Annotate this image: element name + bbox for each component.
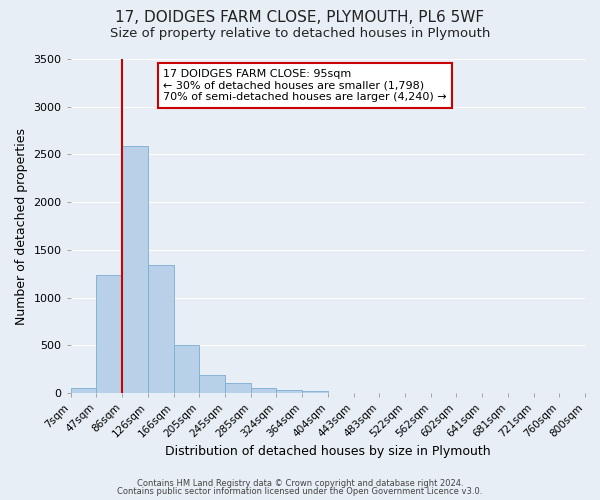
- Text: 17, DOIDGES FARM CLOSE, PLYMOUTH, PL6 5WF: 17, DOIDGES FARM CLOSE, PLYMOUTH, PL6 5W…: [115, 10, 485, 25]
- Bar: [97, 274, 122, 393]
- Y-axis label: Number of detached properties: Number of detached properties: [15, 128, 28, 324]
- Bar: [122, 146, 148, 393]
- Bar: [199, 375, 225, 393]
- Bar: [225, 382, 251, 393]
- X-axis label: Distribution of detached houses by size in Plymouth: Distribution of detached houses by size …: [165, 444, 491, 458]
- Text: 17 DOIDGES FARM CLOSE: 95sqm
← 30% of detached houses are smaller (1,798)
70% of: 17 DOIDGES FARM CLOSE: 95sqm ← 30% of de…: [163, 69, 447, 102]
- Bar: [148, 265, 173, 393]
- Bar: [71, 388, 97, 393]
- Bar: [302, 390, 328, 393]
- Text: Size of property relative to detached houses in Plymouth: Size of property relative to detached ho…: [110, 28, 490, 40]
- Text: Contains public sector information licensed under the Open Government Licence v3: Contains public sector information licen…: [118, 487, 482, 496]
- Bar: [173, 346, 199, 393]
- Text: Contains HM Land Registry data © Crown copyright and database right 2024.: Contains HM Land Registry data © Crown c…: [137, 478, 463, 488]
- Bar: [251, 388, 277, 393]
- Bar: [277, 390, 302, 393]
